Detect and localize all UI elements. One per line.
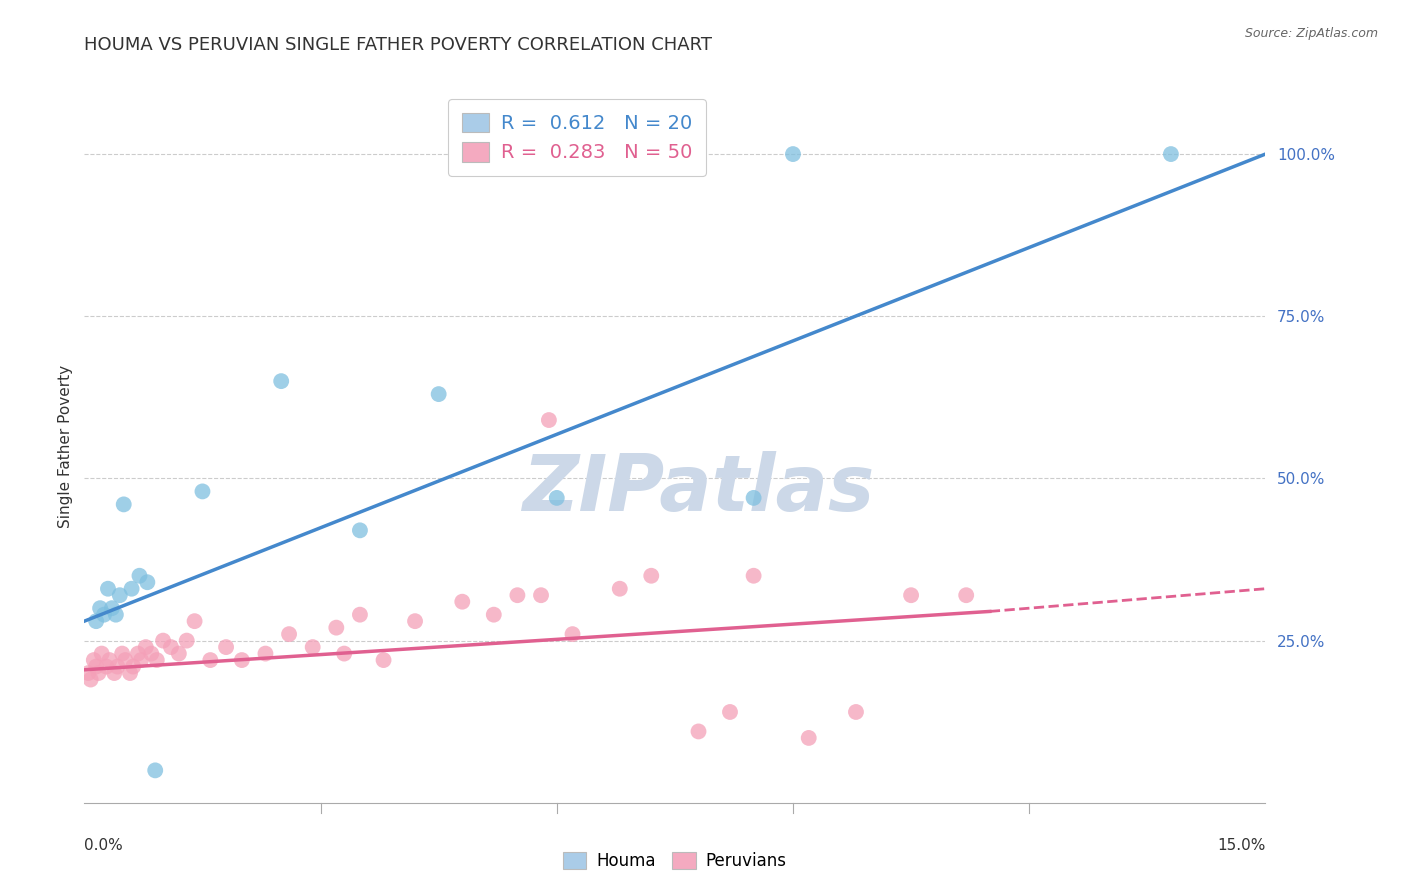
Point <box>1160 147 1182 161</box>
Point <box>270 374 292 388</box>
Text: Source: ZipAtlas.com: Source: ZipAtlas.com <box>1244 27 1378 40</box>
Point <box>77 666 100 681</box>
Point <box>135 640 157 654</box>
Point <box>79 673 101 687</box>
Point <box>561 627 583 641</box>
Point <box>101 601 124 615</box>
Point <box>112 497 135 511</box>
Legend: Houma, Peruvians: Houma, Peruvians <box>557 845 793 877</box>
Point <box>103 666 125 681</box>
Point <box>143 764 166 778</box>
Point <box>333 647 356 661</box>
Point <box>183 614 205 628</box>
Point <box>84 659 107 673</box>
Point <box>530 588 553 602</box>
Point <box>718 705 741 719</box>
Point <box>152 633 174 648</box>
Point <box>160 640 183 654</box>
Point <box>278 627 301 641</box>
Y-axis label: Single Father Poverty: Single Father Poverty <box>58 365 73 527</box>
Point <box>83 653 105 667</box>
Point <box>98 653 121 667</box>
Point <box>254 647 277 661</box>
Point <box>640 568 662 582</box>
Point <box>87 666 110 681</box>
Point <box>118 666 141 681</box>
Point <box>107 659 129 673</box>
Point <box>127 647 149 661</box>
Point <box>373 653 395 667</box>
Point <box>845 705 868 719</box>
Point <box>955 588 977 602</box>
Point <box>129 653 152 667</box>
Point <box>537 413 560 427</box>
Point <box>301 640 323 654</box>
Text: ZIPatlas: ZIPatlas <box>523 450 875 527</box>
Point <box>93 607 115 622</box>
Point <box>146 653 169 667</box>
Point <box>215 640 238 654</box>
Point <box>688 724 710 739</box>
Point <box>111 647 134 661</box>
Point <box>89 601 111 615</box>
Text: 0.0%: 0.0% <box>84 838 124 854</box>
Point <box>96 659 118 673</box>
Point <box>200 653 222 667</box>
Point <box>231 653 253 667</box>
Point <box>900 588 922 602</box>
Point <box>451 595 474 609</box>
Point <box>482 607 505 622</box>
Point <box>349 524 371 538</box>
Point <box>167 647 190 661</box>
Point <box>122 659 145 673</box>
Point <box>128 568 150 582</box>
Point <box>797 731 820 745</box>
Point <box>136 575 159 590</box>
Point <box>108 588 131 602</box>
Point <box>104 607 127 622</box>
Point <box>742 568 765 582</box>
Point <box>141 647 163 661</box>
Point <box>84 614 107 628</box>
Point <box>325 621 347 635</box>
Point <box>97 582 120 596</box>
Point <box>191 484 214 499</box>
Point <box>782 147 804 161</box>
Point <box>427 387 450 401</box>
Point <box>506 588 529 602</box>
Point <box>114 653 136 667</box>
Text: 15.0%: 15.0% <box>1218 838 1265 854</box>
Point <box>546 491 568 505</box>
Point <box>349 607 371 622</box>
Point <box>176 633 198 648</box>
Point <box>609 582 631 596</box>
Text: HOUMA VS PERUVIAN SINGLE FATHER POVERTY CORRELATION CHART: HOUMA VS PERUVIAN SINGLE FATHER POVERTY … <box>84 36 713 54</box>
Point <box>90 647 112 661</box>
Point <box>404 614 426 628</box>
Point <box>121 582 143 596</box>
Point <box>742 491 765 505</box>
